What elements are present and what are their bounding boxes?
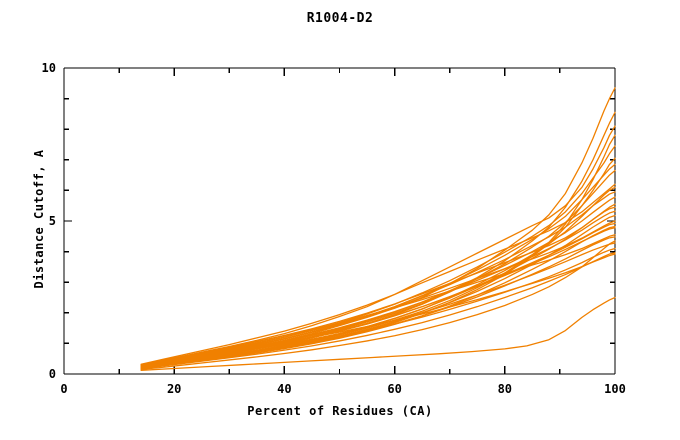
- y-tick-label: 0: [48, 367, 56, 381]
- data-series-line: [140, 214, 616, 369]
- data-series-line: [140, 183, 616, 365]
- data-series-line: [140, 296, 616, 371]
- data-series-line: [140, 220, 616, 366]
- x-tick-label: 40: [277, 382, 292, 396]
- x-tick-label: 0: [60, 382, 68, 396]
- data-series-line: [140, 240, 616, 371]
- data-series-line: [140, 242, 616, 368]
- data-series-group: [140, 87, 616, 371]
- data-series-line: [140, 227, 616, 368]
- y-axis-label: Distance Cutoff, A: [32, 149, 46, 289]
- y-tick-label: 10: [41, 61, 56, 75]
- data-series-line: [140, 247, 616, 368]
- x-axis-label: Percent of Residues (CA): [247, 404, 433, 418]
- y-tick-label: 5: [48, 214, 56, 228]
- data-series-line: [140, 252, 616, 370]
- data-series-line: [140, 191, 616, 367]
- x-tick-label: 100: [604, 382, 626, 396]
- data-series-line: [140, 163, 616, 367]
- page-title: R1004-D2: [306, 11, 374, 26]
- data-series-line: [140, 234, 616, 366]
- x-tick-label: 60: [387, 382, 402, 396]
- data-series-line: [140, 236, 616, 369]
- x-tick-label: 20: [166, 382, 182, 396]
- x-tick-label: 80: [497, 382, 513, 396]
